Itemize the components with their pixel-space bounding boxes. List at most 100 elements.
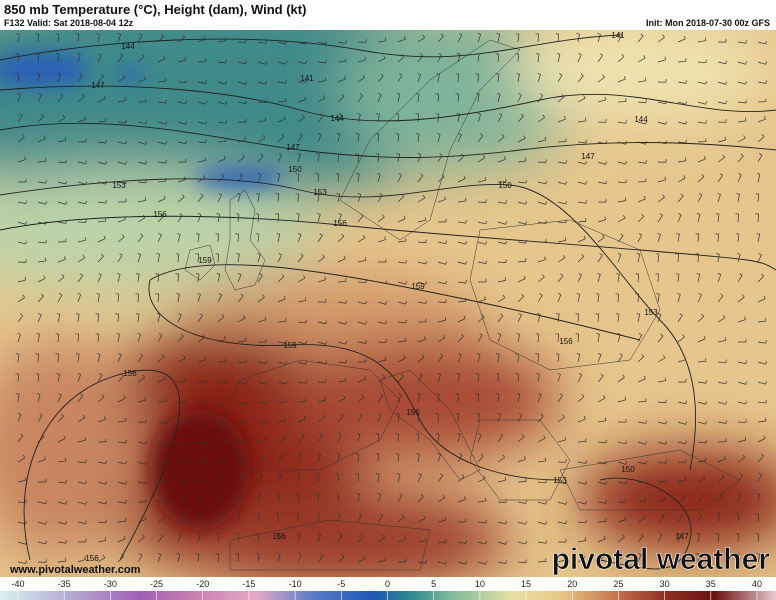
wind-barb-flag: [518, 313, 522, 316]
wind-barb-flag: [218, 293, 223, 296]
wind-barb: [537, 334, 540, 343]
wind-barb-flag: [245, 401, 247, 405]
wind-barb-flag: [24, 276, 27, 281]
wind-barb-flag: [218, 193, 222, 196]
wind-barb: [357, 434, 361, 443]
wind-barb: [737, 494, 741, 503]
wind-barb: [357, 95, 363, 103]
wind-barb-flag: [602, 74, 605, 78]
wind-barb-flag: [176, 553, 180, 555]
wind-barb-flag: [624, 516, 627, 520]
wind-barb: [117, 481, 126, 485]
wind-barb-flag: [182, 34, 185, 38]
wind-barb: [17, 115, 23, 123]
wind-barb: [717, 194, 721, 203]
wind-barb: [97, 374, 103, 383]
wind-barb-flag: [725, 100, 727, 104]
wind-barb-flag: [425, 300, 427, 304]
wind-barb: [157, 554, 162, 563]
wind-barb: [17, 159, 26, 163]
wind-barb: [397, 474, 401, 483]
wind-barb: [417, 495, 424, 503]
wind-barb-flag: [301, 434, 305, 437]
wind-barb-flag: [479, 333, 483, 336]
wind-barb-flag: [142, 374, 145, 378]
wind-barb: [677, 177, 686, 183]
wind-barb-flag: [441, 174, 445, 178]
wind-barb-flag: [665, 441, 667, 445]
wind-barb-flag: [685, 120, 687, 125]
contour-label: 156: [272, 532, 286, 541]
wind-barb: [17, 479, 26, 483]
wind-barb-flag: [400, 373, 404, 377]
wind-barb: [317, 154, 320, 163]
wind-barb-flag: [505, 541, 507, 545]
colorbar-tick-label: -20: [196, 579, 209, 589]
wind-barb: [37, 459, 46, 463]
wind-barb: [757, 174, 761, 183]
wind-barb: [637, 481, 646, 484]
wind-barb-flag: [285, 80, 287, 84]
wind-barb-flag: [281, 133, 285, 137]
wind-barb: [237, 401, 246, 405]
wind-barb-flag: [245, 100, 247, 104]
wind-barb-flag: [98, 273, 102, 276]
wind-barb-flag: [580, 73, 584, 77]
wind-barb: [317, 235, 323, 243]
wind-barb: [137, 199, 146, 203]
wind-barb-flag: [144, 516, 146, 520]
wind-barb: [357, 174, 360, 183]
wind-barb-flag: [679, 313, 683, 316]
wind-barb: [257, 275, 263, 283]
wind-barb: [337, 454, 340, 463]
wind-barb: [157, 441, 166, 445]
wind-barb: [457, 393, 459, 403]
wind-barb-flag: [200, 193, 204, 197]
wind-barb: [457, 221, 466, 224]
wind-barb-flag: [477, 33, 481, 35]
wind-barb-flag: [565, 160, 567, 164]
wind-barb: [137, 293, 139, 303]
wind-barb-flag: [377, 173, 381, 175]
wind-barb-flag: [724, 136, 727, 141]
wind-barb-flag: [557, 373, 561, 375]
wind-barb: [577, 274, 582, 283]
wind-barb: [57, 314, 61, 323]
wind-barb: [737, 41, 746, 44]
wind-barb: [737, 439, 746, 443]
wind-barb: [157, 234, 162, 243]
wind-barb-flag: [698, 193, 703, 196]
wind-barb-flag: [459, 33, 463, 36]
colorbar-tick-label: 20: [567, 579, 577, 589]
wind-barb-flag: [62, 114, 66, 118]
wind-barb-flag: [103, 235, 106, 239]
wind-barb: [57, 221, 66, 224]
wind-barb: [757, 401, 766, 404]
wind-barb: [757, 513, 759, 523]
wind-barb-flag: [439, 153, 443, 156]
wind-barb: [277, 276, 285, 283]
wind-barb-flag: [504, 476, 507, 481]
wind-barb: [597, 99, 606, 103]
wind-barb-flag: [45, 201, 47, 205]
wind-barb: [97, 481, 106, 485]
wind-barb: [757, 81, 766, 84]
wind-barb-flag: [45, 500, 47, 504]
wind-barb: [157, 35, 164, 43]
wind-barb: [337, 361, 346, 364]
wind-barb: [657, 59, 666, 63]
wind-barb: [277, 361, 286, 365]
wind-barb: [197, 274, 200, 283]
wind-barb: [497, 221, 506, 225]
wind-barb-flag: [703, 475, 706, 479]
wind-barb: [437, 154, 443, 163]
wind-barb-flag: [157, 553, 162, 555]
wind-barb: [277, 534, 280, 543]
wind-barb: [277, 81, 286, 84]
wind-barb: [277, 455, 284, 463]
wind-barb: [17, 521, 26, 525]
wind-barb-flag: [581, 394, 585, 397]
wind-barb: [257, 254, 261, 263]
wind-barb: [57, 33, 59, 43]
